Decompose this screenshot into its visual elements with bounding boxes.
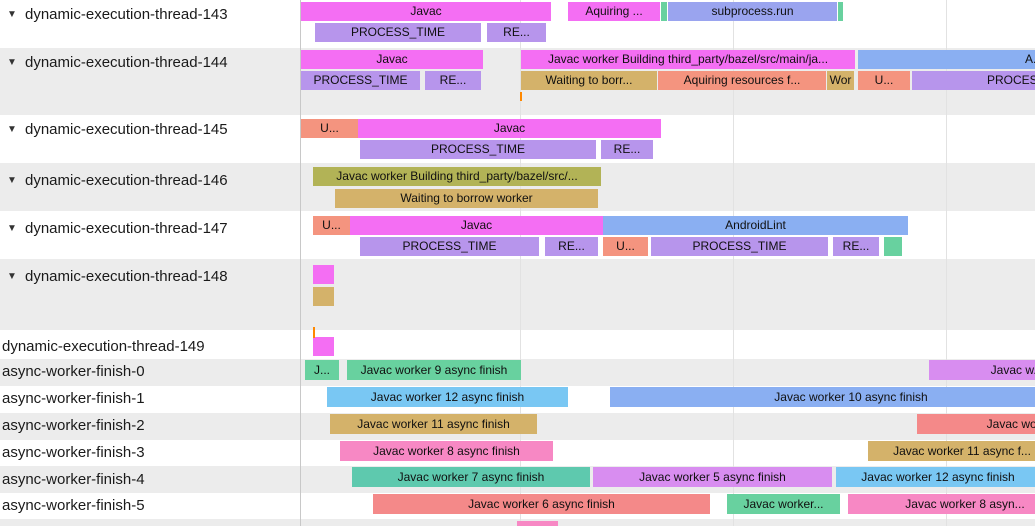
- thread-name-label: async-worker-finish-1: [2, 389, 145, 407]
- trace-span[interactable]: [517, 521, 558, 526]
- sidebar-divider: [300, 0, 301, 526]
- trace-span[interactable]: U...: [858, 71, 910, 90]
- trace-span[interactable]: RE...: [601, 140, 653, 159]
- trace-span[interactable]: RE...: [833, 237, 879, 256]
- collapse-arrow-icon[interactable]: ▼: [7, 8, 17, 20]
- trace-span[interactable]: Javac worker...: [727, 494, 840, 514]
- event-tick[interactable]: [313, 327, 315, 338]
- trace-span[interactable]: Javac worker 12 async finish: [327, 387, 568, 407]
- sidebar-item-dynamic-execution-thread-149[interactable]: dynamic-execution-thread-149: [0, 336, 299, 356]
- collapse-arrow-icon[interactable]: ▼: [7, 123, 17, 135]
- trace-span[interactable]: U...: [603, 237, 648, 256]
- trace-span[interactable]: A...: [858, 50, 1035, 69]
- trace-span[interactable]: Javac worker 7 async finish: [352, 467, 590, 487]
- trace-span[interactable]: Javac worker 11 async f...: [868, 441, 1035, 461]
- trace-span[interactable]: PROCESS_TIME: [315, 23, 481, 42]
- trace-span[interactable]: J...: [305, 360, 339, 380]
- thread-name-label: dynamic-execution-thread-147: [25, 219, 228, 237]
- trace-span[interactable]: Javac worke...: [917, 414, 1035, 434]
- trace-span[interactable]: RE...: [545, 237, 598, 256]
- thread-name-label: dynamic-execution-thread-144: [25, 53, 228, 71]
- row-stripe: [0, 259, 1035, 330]
- trace-span[interactable]: Aquiring resources f...: [658, 71, 826, 90]
- trace-span[interactable]: [884, 237, 902, 256]
- row-stripe: [0, 330, 1035, 359]
- trace-span[interactable]: Aquiring ...: [568, 2, 660, 21]
- thread-name-label: async-worker-finish-0: [2, 362, 145, 380]
- trace-span[interactable]: Javac: [358, 119, 661, 138]
- sidebar-item-async-worker-finish-2[interactable]: async-worker-finish-2: [0, 415, 299, 435]
- thread-name-label: dynamic-execution-thread-149: [2, 337, 205, 355]
- sidebar-item-async-worker-finish-0[interactable]: async-worker-finish-0: [0, 361, 299, 381]
- thread-name-label: dynamic-execution-thread-145: [25, 120, 228, 138]
- collapse-arrow-icon[interactable]: ▼: [7, 56, 17, 68]
- event-tick[interactable]: [520, 92, 522, 101]
- trace-span[interactable]: Javac worker Building third_party/bazel/…: [521, 50, 855, 69]
- trace-span[interactable]: Javac worker 11 async finish: [330, 414, 537, 434]
- trace-span[interactable]: Wor: [827, 71, 854, 90]
- sidebar-item-async-worker-finish-3[interactable]: async-worker-finish-3: [0, 442, 299, 462]
- trace-span[interactable]: Javac worker 10 async finish: [610, 387, 1035, 407]
- trace-span[interactable]: [313, 287, 334, 306]
- sidebar-item-dynamic-execution-thread-148[interactable]: ▼ dynamic-execution-thread-148: [0, 266, 299, 286]
- sidebar-item-dynamic-execution-thread-144[interactable]: ▼ dynamic-execution-thread-144: [0, 52, 299, 72]
- collapse-arrow-icon[interactable]: ▼: [7, 222, 17, 234]
- time-gridline: [946, 0, 947, 526]
- trace-span[interactable]: Javac worker 6 async finish: [373, 494, 710, 514]
- trace-span[interactable]: U...: [313, 216, 350, 235]
- thread-name-label: async-worker-finish-4: [2, 470, 145, 488]
- time-gridline: [733, 0, 734, 526]
- thread-name-label: dynamic-execution-thread-148: [25, 267, 228, 285]
- trace-span[interactable]: Javac worker 9 async finish: [347, 360, 521, 380]
- trace-span[interactable]: Javac: [350, 216, 603, 235]
- thread-name-label: async-worker-finish-3: [2, 443, 145, 461]
- sidebar-item-async-worker-finish-4[interactable]: async-worker-finish-4: [0, 469, 299, 489]
- trace-span[interactable]: PROCESS_TIME: [360, 237, 539, 256]
- trace-span[interactable]: Javac worker 8 asyn...: [848, 494, 1035, 514]
- trace-span[interactable]: [661, 2, 667, 21]
- time-gridline: [520, 0, 521, 526]
- trace-span[interactable]: PROCESS_TIME: [301, 71, 420, 90]
- trace-span[interactable]: [313, 265, 334, 284]
- trace-span[interactable]: RE...: [425, 71, 481, 90]
- trace-span[interactable]: PROCESS_TIME: [651, 237, 828, 256]
- trace-span[interactable]: Javac worker 12 async finish: [836, 467, 1035, 487]
- sidebar-item-dynamic-execution-thread-143[interactable]: ▼ dynamic-execution-thread-143: [0, 4, 299, 24]
- thread-name-label: async-worker-finish-5: [2, 496, 145, 514]
- collapse-arrow-icon[interactable]: ▼: [7, 270, 17, 282]
- trace-span[interactable]: Javac w...: [929, 360, 1035, 380]
- sidebar-item-async-worker-finish-1[interactable]: async-worker-finish-1: [0, 388, 299, 408]
- trace-span[interactable]: PROCESS_TIME: [360, 140, 596, 159]
- trace-span[interactable]: AndroidLint: [603, 216, 908, 235]
- trace-span[interactable]: [838, 2, 843, 21]
- trace-span[interactable]: Waiting to borrow worker: [335, 189, 598, 208]
- trace-span[interactable]: Waiting to borr...: [521, 71, 657, 90]
- thread-name-label: async-worker-finish-2: [2, 416, 145, 434]
- trace-span[interactable]: PROCESS_TIME: [912, 71, 1035, 90]
- trace-span[interactable]: Javac worker 5 async finish: [593, 467, 832, 487]
- trace-span[interactable]: Javac: [301, 2, 551, 21]
- trace-span[interactable]: Javac worker Building third_party/bazel/…: [313, 167, 601, 186]
- trace-span[interactable]: RE...: [487, 23, 546, 42]
- trace-span[interactable]: Javac worker 8 async finish: [340, 441, 553, 461]
- trace-span[interactable]: subprocess.run: [668, 2, 837, 21]
- sidebar-item-dynamic-execution-thread-147[interactable]: ▼ dynamic-execution-thread-147: [0, 218, 299, 238]
- trace-span[interactable]: [313, 337, 334, 356]
- collapse-arrow-icon[interactable]: ▼: [7, 174, 17, 186]
- trace-span[interactable]: Javac: [301, 50, 483, 69]
- sidebar-item-dynamic-execution-thread-146[interactable]: ▼ dynamic-execution-thread-146: [0, 170, 299, 190]
- trace-span[interactable]: U...: [301, 119, 358, 138]
- thread-name-label: dynamic-execution-thread-143: [25, 5, 228, 23]
- sidebar-item-async-worker-finish-5[interactable]: async-worker-finish-5: [0, 495, 299, 515]
- sidebar-item-dynamic-execution-thread-145[interactable]: ▼ dynamic-execution-thread-145: [0, 119, 299, 139]
- thread-name-label: dynamic-execution-thread-146: [25, 171, 228, 189]
